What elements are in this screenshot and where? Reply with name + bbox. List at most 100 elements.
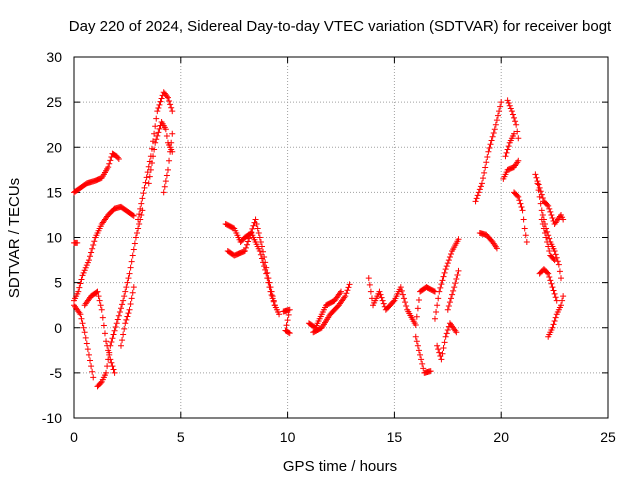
data-point	[544, 201, 551, 208]
data-point	[129, 289, 136, 296]
data-point	[162, 178, 169, 185]
data-point	[247, 232, 254, 239]
data-points	[71, 89, 567, 390]
data-point	[248, 229, 255, 236]
data-point	[544, 269, 551, 276]
data-point	[82, 264, 89, 271]
data-point	[546, 273, 553, 280]
data-point	[76, 284, 83, 291]
y-axis: -10 -5 0 5 10 15 20 25 30	[42, 49, 608, 426]
data-point	[443, 263, 450, 270]
data-point	[151, 130, 158, 137]
data-point	[445, 257, 452, 264]
data-point	[444, 306, 451, 313]
data-point	[543, 234, 550, 241]
data-point	[123, 284, 130, 291]
data-point	[415, 296, 422, 303]
data-point	[89, 245, 96, 252]
data-point	[482, 164, 489, 171]
data-point	[121, 293, 128, 300]
data-point	[489, 133, 496, 140]
data-point	[558, 302, 565, 309]
data-point	[515, 193, 522, 200]
data-point	[513, 121, 520, 128]
data-point	[254, 225, 261, 232]
data-point	[124, 279, 131, 286]
data-point	[438, 281, 445, 288]
data-point	[534, 180, 541, 187]
data-point	[505, 143, 512, 150]
data-point	[263, 270, 270, 277]
data-point	[115, 155, 122, 162]
data-point	[81, 267, 88, 274]
data-point	[90, 242, 97, 249]
data-point	[419, 360, 426, 367]
data-point	[125, 275, 132, 282]
data-point	[246, 235, 253, 242]
data-point	[119, 337, 126, 344]
data-point	[111, 327, 118, 334]
data-point	[94, 288, 101, 295]
y-tick-label: 20	[46, 139, 62, 155]
data-point	[511, 114, 518, 121]
data-point	[509, 111, 516, 118]
data-point	[167, 148, 174, 155]
data-point	[157, 98, 164, 105]
chart-title: Day 220 of 2024, Sidereal Day-to-day VTE…	[69, 18, 612, 35]
data-point	[472, 198, 479, 205]
data-point	[366, 281, 373, 288]
data-point	[127, 264, 134, 271]
data-point	[126, 270, 133, 277]
y-tick-label: -10	[42, 410, 62, 426]
data-point	[454, 271, 461, 278]
data-point	[430, 288, 437, 295]
data-point	[107, 157, 114, 164]
data-point	[446, 254, 453, 261]
data-point	[128, 295, 135, 302]
data-point	[270, 297, 277, 304]
data-point	[106, 349, 113, 356]
data-point	[104, 363, 111, 370]
data-point	[158, 95, 165, 102]
data-point	[511, 130, 518, 137]
data-point	[120, 331, 127, 338]
data-point	[112, 323, 119, 330]
data-point	[168, 104, 175, 111]
data-point	[168, 139, 175, 146]
data-point	[390, 298, 397, 305]
data-point	[345, 284, 352, 291]
data-point	[480, 175, 487, 182]
data-point	[551, 257, 558, 264]
data-point	[519, 207, 526, 214]
data-point	[128, 258, 135, 265]
data-point	[441, 269, 448, 276]
data-point	[402, 299, 409, 306]
data-point	[114, 316, 121, 323]
data-point	[377, 291, 384, 298]
data-point	[130, 212, 137, 219]
data-point	[442, 333, 449, 340]
data-point	[483, 159, 490, 166]
data-point	[283, 322, 290, 329]
data-point	[164, 94, 171, 101]
data-point	[122, 288, 129, 295]
data-point	[166, 97, 173, 104]
data-point	[365, 275, 372, 282]
data-point	[560, 216, 567, 223]
data-point	[433, 308, 440, 315]
data-point	[255, 229, 262, 236]
data-point	[105, 356, 112, 363]
data-point	[535, 181, 542, 188]
data-point	[488, 137, 495, 144]
data-point	[493, 117, 500, 124]
data-point	[130, 246, 137, 253]
data-point	[78, 276, 85, 283]
data-point	[129, 252, 136, 259]
data-point	[493, 245, 500, 252]
data-point	[491, 126, 498, 133]
data-point	[152, 139, 159, 146]
data-point	[401, 295, 408, 302]
data-point	[107, 342, 114, 349]
data-point	[97, 302, 104, 309]
data-point	[164, 166, 171, 173]
